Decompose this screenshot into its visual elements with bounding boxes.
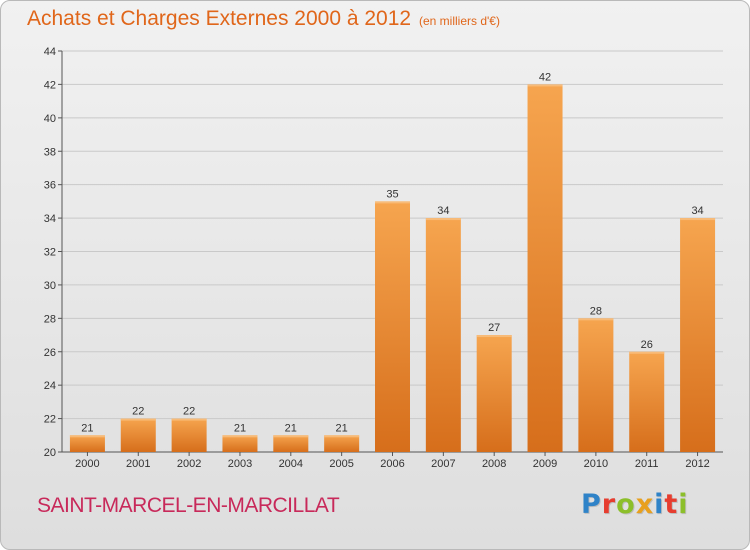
logo-letter: o xyxy=(616,489,636,520)
x-tick-label-2001: 2001 xyxy=(126,458,150,470)
data-label-2011: 26 xyxy=(641,339,653,351)
bar-2000 xyxy=(69,435,105,452)
bar-top-highlight xyxy=(527,84,563,87)
y-tick-label: 32 xyxy=(44,247,56,259)
bar-top-highlight xyxy=(629,351,665,354)
bar-top-highlight xyxy=(476,335,512,338)
y-tick-label: 24 xyxy=(44,380,56,392)
bar-top-highlight xyxy=(425,218,461,221)
data-label-2003: 21 xyxy=(234,422,246,434)
chart-subtitle: (en milliers d'€) xyxy=(419,14,500,28)
bar-top-highlight xyxy=(120,418,156,421)
logo-letter: i xyxy=(654,489,665,520)
bar-2003 xyxy=(222,435,258,452)
data-label-2006: 35 xyxy=(386,188,398,200)
data-label-2009: 42 xyxy=(539,71,551,83)
y-tick-label: 28 xyxy=(44,313,56,325)
bar-top-highlight xyxy=(375,201,410,204)
x-tick-label-2004: 2004 xyxy=(279,458,303,470)
data-label-2007: 34 xyxy=(437,205,449,217)
commune-name: SAINT-MARCEL-EN-MARCILLAT xyxy=(37,494,340,517)
bar-2008 xyxy=(476,335,512,452)
bar-2012 xyxy=(680,218,716,452)
logo-letter: x xyxy=(635,489,655,520)
y-tick-label: 20 xyxy=(44,447,56,459)
bar-2002 xyxy=(171,418,207,452)
bar-2010 xyxy=(578,318,614,452)
bar-2005 xyxy=(324,435,360,452)
bar-2006 xyxy=(375,201,410,452)
data-label-2004: 21 xyxy=(285,422,297,434)
bar-top-highlight xyxy=(273,435,309,438)
data-label-2000: 21 xyxy=(81,422,93,434)
bar-top-highlight xyxy=(324,435,360,438)
data-label-2002: 22 xyxy=(183,406,195,418)
bar-top-highlight xyxy=(171,418,207,421)
x-tick-label-2009: 2009 xyxy=(533,458,557,470)
y-tick-label: 22 xyxy=(44,414,56,426)
y-tick-label: 26 xyxy=(44,347,56,359)
x-tick-label-2008: 2008 xyxy=(482,458,506,470)
logo-letter: r xyxy=(601,489,617,520)
bar-2007 xyxy=(425,218,461,452)
data-labels: 21 22 22 21 21 21 35 34 27 42 28 26 34 xyxy=(81,71,703,434)
data-label-2010: 28 xyxy=(590,305,602,317)
bar-top-highlight xyxy=(578,318,614,321)
y-tick-label: 34 xyxy=(44,213,56,225)
data-label-2012: 34 xyxy=(691,205,703,217)
y-tick-label: 42 xyxy=(44,79,56,91)
x-tick-label-2012: 2012 xyxy=(685,458,709,470)
x-tick-label-2003: 2003 xyxy=(228,458,252,470)
y-tick-labels: 20 22 24 26 28 30 32 34 36 38 40 42 44 xyxy=(44,46,56,459)
x-tick-labels: 2000 2001 2002 2003 2004 2005 2006 2007 2008 2009… xyxy=(75,458,710,470)
bar-2011 xyxy=(629,351,665,452)
data-label-2008: 27 xyxy=(488,322,500,334)
data-label-2005: 21 xyxy=(336,422,348,434)
y-tick-label: 30 xyxy=(44,280,56,292)
logo-letter: t xyxy=(664,489,679,520)
x-tick-label-2010: 2010 xyxy=(584,458,608,470)
x-tick-label-2000: 2000 xyxy=(75,458,99,470)
proxiti-logo: Proxiti xyxy=(581,489,689,520)
y-tick-label: 36 xyxy=(44,180,56,192)
bar-top-highlight xyxy=(222,435,258,438)
bar-top-highlight xyxy=(69,435,105,438)
x-tick-label-2007: 2007 xyxy=(431,458,455,470)
x-tick-label-2011: 2011 xyxy=(635,458,659,470)
bars xyxy=(69,84,716,453)
logo-letter: i xyxy=(678,489,689,520)
bar-2004 xyxy=(273,435,309,452)
x-tick-label-2002: 2002 xyxy=(177,458,201,470)
chart-title: Achats et Charges Externes 2000 à 2012 xyxy=(27,7,412,30)
y-tick-label: 38 xyxy=(44,146,56,158)
x-tick-label-2006: 2006 xyxy=(380,458,404,470)
bar-top-highlight xyxy=(680,218,716,221)
logo-letter: P xyxy=(581,489,602,520)
bar-2001 xyxy=(120,418,156,452)
x-tick-label-2005: 2005 xyxy=(329,458,353,470)
data-label-2001: 22 xyxy=(132,406,144,418)
y-tick-label: 44 xyxy=(44,46,56,58)
y-tick-label: 40 xyxy=(44,113,56,125)
bar-2009 xyxy=(527,84,563,453)
